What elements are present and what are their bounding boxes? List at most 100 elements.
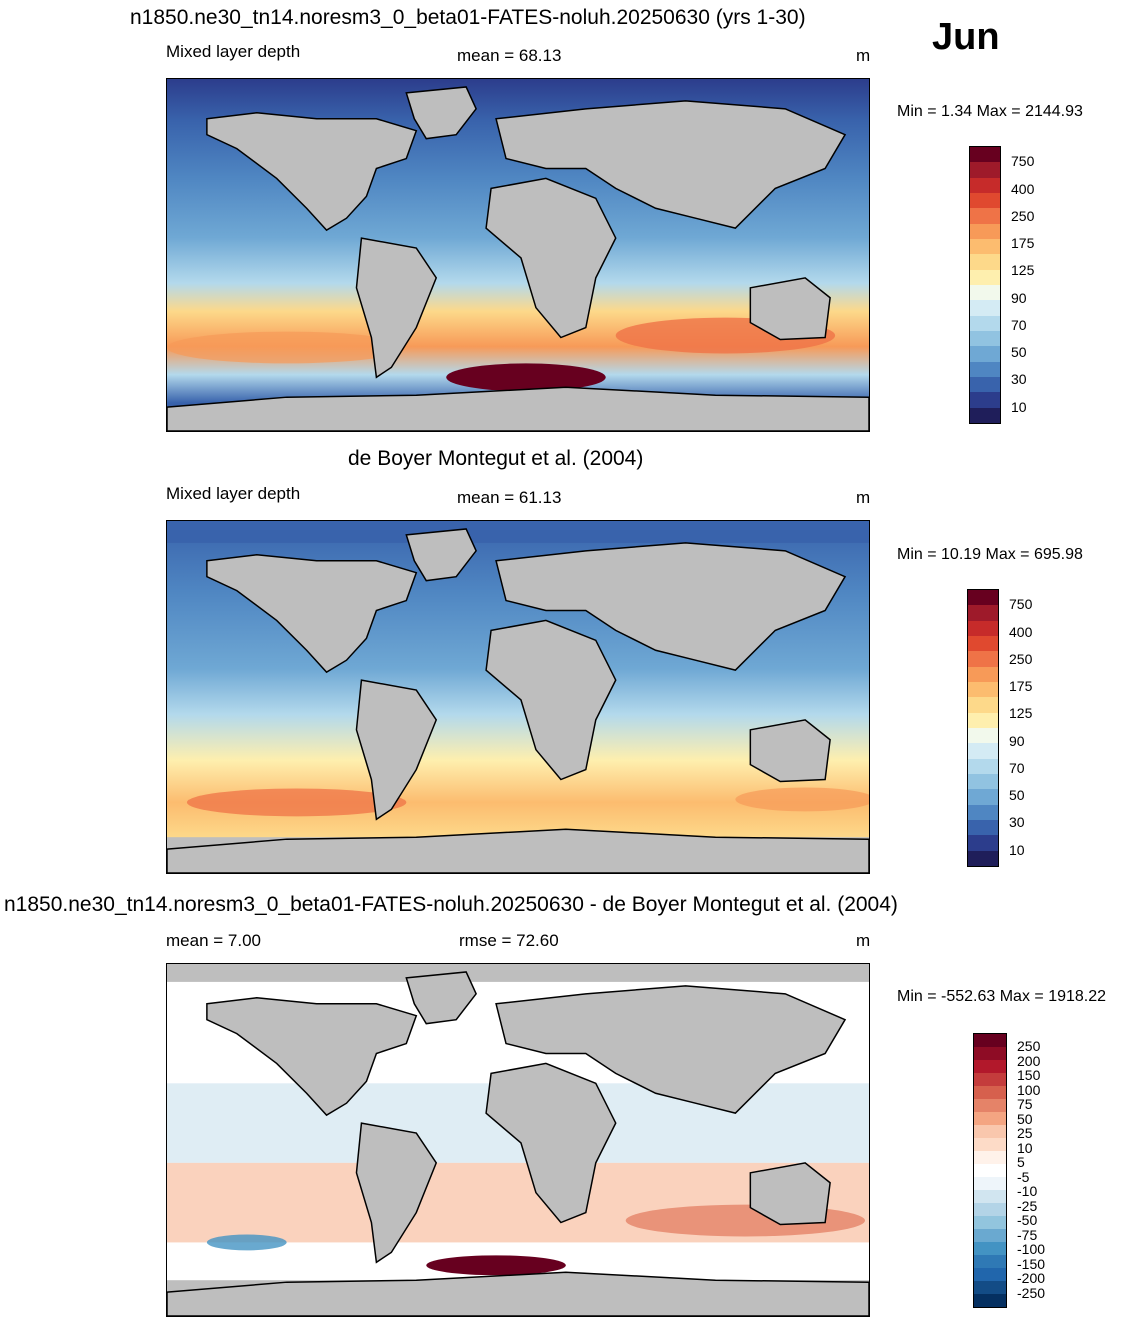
- colorbar-cell: [974, 1034, 1006, 1047]
- colorbar-label: 400: [1009, 623, 1033, 640]
- panel3-title: n1850.ne30_tn14.noresm3_0_beta01-FATES-n…: [4, 893, 898, 916]
- colorbar-label: -100: [1017, 1241, 1046, 1258]
- colorbar-cell: [970, 254, 1000, 270]
- colorbar-cell: [970, 147, 1000, 163]
- colorbar-label: 70: [1011, 316, 1027, 333]
- colorbar-label: 175: [1011, 235, 1035, 252]
- panel1-minmax: Min = 1.34 Max = 2144.93: [897, 103, 1083, 120]
- colorbar-label: -50: [1017, 1212, 1038, 1229]
- colorbar-cell: [974, 1073, 1006, 1086]
- panel3-mean: mean = 7.00: [166, 931, 261, 950]
- colorbar-label: 150: [1017, 1067, 1041, 1084]
- colorbar-cell: [970, 269, 1000, 285]
- colorbar-label: -25: [1017, 1197, 1038, 1214]
- colorbar-label: 30: [1009, 814, 1025, 831]
- colorbar-label: -150: [1017, 1255, 1046, 1272]
- colorbar-label: -75: [1017, 1226, 1038, 1243]
- colorbar-label: 125: [1009, 705, 1033, 722]
- colorbar-cell: [968, 743, 998, 759]
- colorbar-label: -5: [1017, 1168, 1030, 1185]
- colorbar-cell: [968, 850, 998, 866]
- colorbar-cell: [974, 1138, 1006, 1151]
- colorbar-cell: [970, 315, 1000, 331]
- panel2-minmax: Min = 10.19 Max = 695.98: [897, 546, 1083, 563]
- colorbar-label: 5: [1017, 1154, 1025, 1171]
- colorbar-label: 125: [1011, 262, 1035, 279]
- colorbar-label: 50: [1009, 787, 1025, 804]
- colorbar-cell: [974, 1255, 1006, 1268]
- colorbar-cell: [970, 407, 1000, 423]
- colorbar-label: 200: [1017, 1052, 1041, 1069]
- colorbar-label: -10: [1017, 1183, 1038, 1200]
- colorbar-cell: [974, 1164, 1006, 1177]
- colorbar-cell: [974, 1268, 1006, 1281]
- colorbar-cell: [970, 300, 1000, 316]
- colorbar-label: 250: [1009, 650, 1033, 667]
- colorbar-cell: [970, 346, 1000, 362]
- colorbar-label: 10: [1017, 1139, 1033, 1156]
- colorbar-label: 70: [1009, 759, 1025, 776]
- colorbar-cell: [970, 177, 1000, 193]
- colorbar-cell: [974, 1242, 1006, 1255]
- colorbar-label: 10: [1011, 398, 1027, 415]
- colorbar-cell: [968, 651, 998, 667]
- colorbar-cell: [968, 620, 998, 636]
- panel3-minmax: Min = -552.63 Max = 1918.22: [897, 988, 1107, 1005]
- colorbar-label: 75: [1017, 1096, 1033, 1113]
- colorbar-cell: [970, 192, 1000, 209]
- colorbar-label: 50: [1011, 344, 1027, 361]
- colorbar-label: 250: [1011, 207, 1035, 224]
- panel2-title: de Boyer Montegut et al. (2004): [348, 447, 644, 470]
- month-label: Jun: [932, 16, 1000, 58]
- colorbar-cell: [974, 1281, 1006, 1294]
- colorbar-cell: [974, 1047, 1006, 1060]
- colorbar-cell: [970, 162, 1000, 178]
- colorbar-cell: [970, 208, 1000, 224]
- colorbar-cell: [968, 666, 998, 682]
- colorbar-cell: [970, 284, 1000, 301]
- colorbar-cell: [968, 804, 998, 820]
- colorbar-label: 90: [1011, 289, 1027, 306]
- colorbar-label: 25: [1017, 1125, 1033, 1142]
- colorbar-label: 250: [1017, 1038, 1041, 1054]
- colorbar-cell: [974, 1112, 1006, 1125]
- colorbar-cell: [970, 223, 1000, 239]
- colorbar-label: 90: [1009, 732, 1025, 749]
- colorbar-cell: [974, 1203, 1006, 1216]
- colorbar-cell: [968, 773, 998, 790]
- colorbar-cell: [970, 376, 1000, 393]
- colorbar-cell: [968, 712, 998, 728]
- colorbar-cell: [974, 1086, 1006, 1099]
- panel2-colorbar: [967, 589, 999, 867]
- panel2-mean: mean = 61.13: [457, 488, 562, 507]
- colorbar-cell: [974, 1177, 1006, 1190]
- colorbar-cell: [968, 758, 998, 774]
- colorbar-cell: [968, 605, 998, 621]
- colorbar-cell: [974, 1151, 1006, 1164]
- colorbar-cell: [968, 789, 998, 805]
- colorbar-label: 175: [1009, 678, 1033, 695]
- colorbar-cell: [974, 1190, 1006, 1203]
- colorbar-label: 750: [1009, 596, 1033, 613]
- panel1-mean: mean = 68.13: [457, 46, 562, 65]
- panel1-title: n1850.ne30_tn14.noresm3_0_beta01-FATES-n…: [130, 6, 806, 29]
- colorbar-cell: [968, 681, 998, 698]
- colorbar-cell: [968, 835, 998, 851]
- panel2-map: [166, 520, 870, 874]
- colorbar-cell: [968, 819, 998, 836]
- colorbar-cell: [968, 697, 998, 713]
- colorbar-label: 30: [1011, 371, 1027, 388]
- colorbar-cell: [968, 727, 998, 744]
- colorbar-label: 400: [1011, 180, 1035, 197]
- colorbar-cell: [974, 1060, 1006, 1073]
- panel1-map: [166, 78, 870, 432]
- colorbar-cell: [974, 1294, 1006, 1307]
- colorbar-cell: [970, 330, 1000, 347]
- panel1-units: m: [856, 46, 871, 65]
- panel3-map: [166, 963, 870, 1317]
- colorbar-cell: [974, 1216, 1006, 1229]
- panel2-units: m: [856, 488, 871, 507]
- colorbar-label: 750: [1011, 153, 1035, 170]
- colorbar-cell: [968, 635, 998, 652]
- panel2-variable: Mixed layer depth: [166, 484, 301, 503]
